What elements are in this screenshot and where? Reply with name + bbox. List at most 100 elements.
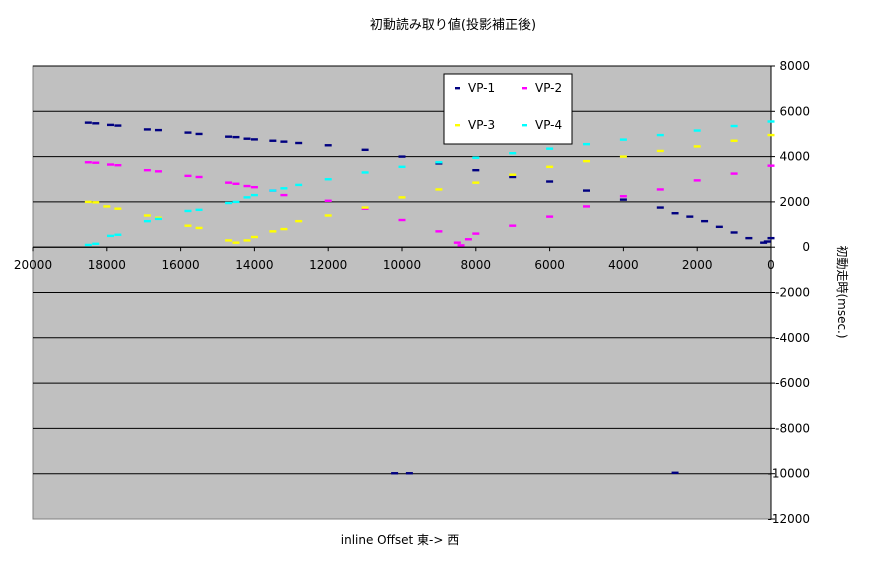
data-point: [280, 187, 288, 190]
y-tick-label: -12000: [767, 512, 810, 526]
data-point: [154, 170, 162, 173]
data-point: [195, 208, 203, 212]
data-point: [760, 241, 768, 244]
data-point: [361, 171, 369, 174]
data-point: [745, 236, 753, 240]
data-point: [154, 128, 162, 132]
data-point: [195, 226, 203, 230]
y-tick-label: 0: [802, 240, 810, 254]
data-point: [715, 225, 723, 229]
series-layer: [84, 120, 775, 475]
data-point: [730, 139, 738, 142]
data-point: [546, 215, 554, 218]
data-point: [457, 244, 465, 247]
data-point: [509, 224, 517, 227]
data-point: [619, 195, 627, 198]
data-point: [280, 193, 288, 197]
y-tick-label: 2000: [779, 195, 810, 209]
data-point: [225, 181, 233, 184]
legend-marker: [522, 87, 527, 90]
data-point: [435, 230, 443, 233]
legend-label: VP-1: [468, 81, 495, 95]
data-point: [391, 472, 399, 475]
data-point: [472, 232, 480, 235]
data-point: [243, 137, 251, 140]
legend-label: VP-3: [468, 118, 495, 132]
data-point: [250, 235, 258, 239]
data-point: [243, 239, 251, 242]
y-tick-label: 6000: [779, 104, 810, 118]
data-point: [361, 206, 369, 209]
legend-label: VP-4: [535, 118, 562, 132]
data-point: [619, 198, 627, 201]
data-point: [619, 155, 627, 158]
legend-marker: [455, 124, 460, 127]
data-point: [295, 141, 303, 145]
data-point: [143, 128, 151, 131]
data-point: [324, 144, 332, 147]
data-point: [453, 241, 461, 244]
data-point: [767, 120, 775, 123]
data-point: [435, 188, 443, 191]
data-point: [250, 185, 258, 189]
legend-box: [443, 73, 573, 145]
data-point: [583, 205, 590, 208]
data-point: [656, 206, 664, 209]
data-point: [106, 234, 114, 238]
data-point: [184, 224, 192, 227]
data-point: [583, 142, 590, 146]
series-vp-1: [84, 121, 775, 475]
y-tick-label: -10000: [767, 467, 810, 481]
data-point: [701, 219, 709, 223]
x-tick-label: 4000: [608, 258, 639, 272]
x-tick-label: 8000: [461, 258, 492, 272]
data-point: [656, 149, 664, 153]
data-point: [583, 189, 590, 192]
x-tick-label: 2000: [682, 258, 713, 272]
y-axis-label: 初動走時(msec.): [835, 245, 849, 338]
data-point: [184, 209, 192, 213]
x-tick-label: 16000: [162, 258, 200, 272]
x-axis-label: inline Offset 東-> 西: [341, 533, 459, 547]
data-point: [693, 129, 701, 132]
data-point: [509, 152, 517, 155]
x-axis: 20000 18000 16000 14000 12000 10000 8000 6000 40…: [14, 246, 775, 272]
data-point: [730, 172, 738, 175]
data-point: [324, 214, 332, 217]
data-point: [114, 164, 122, 167]
data-point: [398, 155, 406, 158]
series-vp-4: [84, 120, 775, 247]
y-tick-label: -2000: [775, 286, 810, 300]
data-point: [269, 139, 277, 142]
data-point: [225, 239, 233, 242]
data-point: [84, 243, 92, 247]
data-point: [398, 196, 406, 199]
data-point: [656, 133, 664, 137]
data-point: [693, 179, 701, 182]
data-point: [84, 200, 92, 204]
data-point: [106, 123, 114, 127]
data-point: [243, 184, 251, 188]
data-point: [232, 241, 240, 244]
legend-label: VP-2: [535, 81, 562, 95]
data-point: [92, 242, 100, 246]
legend: VP-1 VP-2 VP-3 VP-4: [443, 73, 573, 145]
data-point: [243, 196, 251, 199]
x-tick-label: 12000: [309, 258, 347, 272]
data-point: [269, 230, 277, 233]
data-point: [767, 133, 775, 137]
data-point: [472, 181, 480, 184]
data-point: [767, 164, 775, 167]
data-point: [324, 178, 332, 181]
data-point: [225, 135, 233, 138]
data-point: [671, 471, 679, 474]
data-point: [114, 207, 122, 210]
data-point: [324, 199, 332, 202]
data-point: [767, 236, 775, 240]
y-tick-label: 8000: [779, 59, 810, 73]
legend-marker: [522, 124, 527, 127]
data-point: [656, 188, 664, 191]
data-point: [232, 135, 240, 139]
data-point: [472, 168, 480, 172]
